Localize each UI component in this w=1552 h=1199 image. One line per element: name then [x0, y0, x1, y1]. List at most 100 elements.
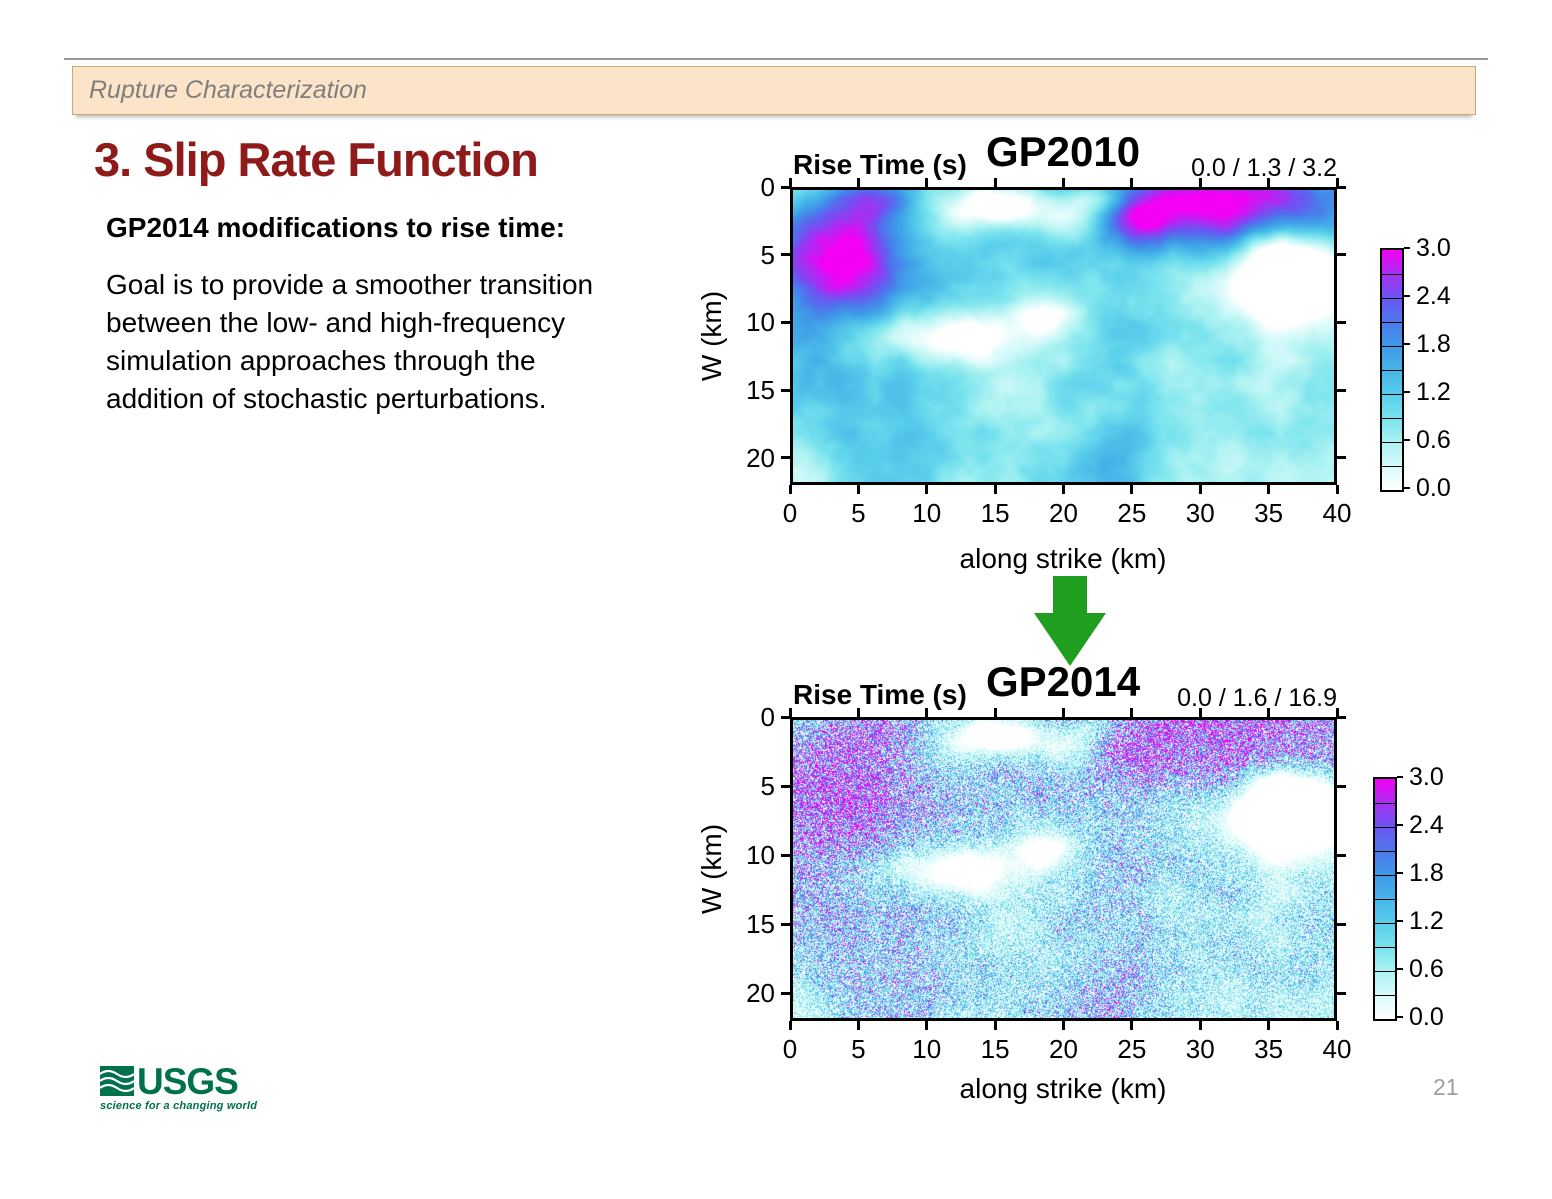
y-tick-label: 15	[746, 375, 775, 406]
x-tick-mark	[925, 178, 929, 187]
y-tick-mark	[1337, 784, 1346, 788]
x-tick-mark	[1130, 485, 1134, 494]
colorbar-tick-label: 0.0	[1409, 1003, 1444, 1031]
colorbar-tick-mark	[1397, 872, 1403, 874]
y-tick-mark	[781, 784, 790, 788]
y-tick-label: 0	[760, 172, 775, 202]
x-tick-label: 20	[1049, 1034, 1078, 1064]
colorbar-tick-mark	[1397, 824, 1403, 826]
x-tick-mark	[993, 485, 997, 494]
y-tick-label: 20	[746, 978, 775, 1009]
x-tick-label: 30	[1185, 498, 1215, 528]
colorbar-divider	[1375, 971, 1395, 972]
colorbar-segment	[1382, 394, 1402, 418]
colorbar-segment	[1382, 370, 1402, 394]
colorbar-divider	[1382, 274, 1402, 275]
x-tick-mark	[1198, 708, 1202, 717]
y-tick-mark	[781, 456, 790, 460]
colorbar-divider	[1375, 875, 1395, 876]
x-tick-label: 20	[1049, 498, 1078, 528]
colorbar-tick-label: 0.6	[1409, 955, 1444, 983]
colorbar-segment	[1375, 875, 1395, 899]
gp2014-colorbar	[1373, 777, 1397, 1021]
y-tick-mark	[781, 715, 790, 719]
y-tick-mark	[1337, 320, 1346, 324]
y-tick-label: 5	[760, 239, 775, 270]
x-tick-label: 35	[1254, 1034, 1284, 1064]
x-tick-mark	[788, 485, 792, 494]
usgs-wave-icon	[100, 1066, 134, 1096]
y-tick-mark	[781, 853, 790, 857]
colorbar-segment	[1382, 298, 1402, 322]
chart1-heatmap	[790, 187, 1337, 485]
colorbar-segment	[1375, 899, 1395, 923]
x-tick-label: 10	[912, 1034, 942, 1064]
colorbar-segment	[1375, 995, 1395, 1019]
y-tick-mark	[781, 991, 790, 995]
x-tick-mark	[1335, 485, 1339, 494]
chart1-corner-label: Rise Time (s)	[793, 149, 967, 180]
chart2-x-axis-label: along strike (km)	[959, 1073, 1167, 1104]
x-tick-mark	[856, 178, 860, 187]
x-tick-mark	[856, 1021, 860, 1030]
chart2-heatmap	[790, 717, 1337, 1021]
colorbar-divider	[1382, 394, 1402, 395]
colorbar-tick-label: 1.2	[1416, 378, 1451, 406]
colorbar-tick-mark	[1404, 487, 1410, 489]
colorbar-segment	[1382, 250, 1402, 274]
y-tick-label: 0	[760, 702, 775, 732]
colorbar-tick-label: 1.8	[1416, 330, 1451, 358]
colorbar-segment	[1375, 779, 1395, 803]
chart1-stats: 0.0 / 1.3 / 3.2	[1191, 154, 1337, 182]
colorbar-segment	[1375, 803, 1395, 827]
y-tick-label: 15	[746, 909, 775, 940]
body-heading: GP2014 modifications to rise time:	[106, 212, 566, 243]
section-banner-label: Rupture Characterization	[89, 76, 367, 104]
colorbar-divider	[1382, 418, 1402, 419]
x-tick-label: 5	[851, 498, 866, 528]
colorbar-segment	[1382, 274, 1402, 298]
colorbar-tick-label: 3.0	[1416, 234, 1451, 262]
chart1-title: GP2010	[985, 128, 1141, 175]
y-tick-mark	[781, 388, 790, 392]
y-tick-label: 20	[746, 442, 775, 473]
usgs-logo: USGS science for a changing world	[100, 1063, 320, 1112]
top-divider-line	[64, 58, 1488, 60]
x-tick-mark	[1198, 485, 1202, 494]
colorbar-divider	[1382, 442, 1402, 443]
x-tick-label: 40	[1322, 498, 1352, 528]
x-tick-label: 0	[782, 498, 798, 528]
x-tick-mark	[1062, 485, 1065, 494]
y-tick-label: 10	[746, 840, 775, 871]
colorbar-tick-mark	[1397, 1016, 1403, 1018]
colorbar-segment	[1382, 442, 1402, 466]
gp2010-colorbar	[1380, 248, 1404, 492]
colorbar-segment	[1382, 418, 1402, 442]
x-tick-mark	[925, 1021, 929, 1030]
body-paragraph: Goal is to provide a smoother transition…	[106, 269, 594, 414]
colorbar-divider	[1382, 346, 1402, 347]
x-tick-mark	[1130, 178, 1134, 187]
chart2-stats: 0.0 / 1.6 / 16.9	[1177, 684, 1337, 712]
x-tick-mark	[788, 708, 792, 717]
y-tick-mark	[781, 320, 790, 324]
colorbar-tick-mark	[1397, 920, 1403, 922]
x-tick-mark	[1130, 708, 1134, 717]
colorbar-tick-label: 3.0	[1409, 763, 1444, 791]
colorbar-segment	[1382, 346, 1402, 370]
colorbar-segment	[1382, 466, 1402, 490]
colorbar-divider	[1382, 298, 1402, 299]
chart2-corner-label: Rise Time (s)	[793, 679, 967, 710]
x-tick-mark	[1335, 1021, 1339, 1030]
colorbar-divider	[1375, 827, 1395, 828]
x-tick-mark	[1267, 708, 1271, 717]
x-tick-label: 5	[851, 1034, 866, 1064]
colorbar-tick-mark	[1404, 439, 1410, 441]
colorbar-tick-mark	[1404, 391, 1410, 393]
x-tick-label: 25	[1117, 1034, 1147, 1064]
x-tick-label: 15	[980, 498, 1010, 528]
y-tick-mark	[781, 185, 790, 189]
x-tick-mark	[788, 178, 792, 187]
x-tick-mark	[1198, 178, 1202, 187]
x-tick-mark	[788, 1021, 792, 1030]
